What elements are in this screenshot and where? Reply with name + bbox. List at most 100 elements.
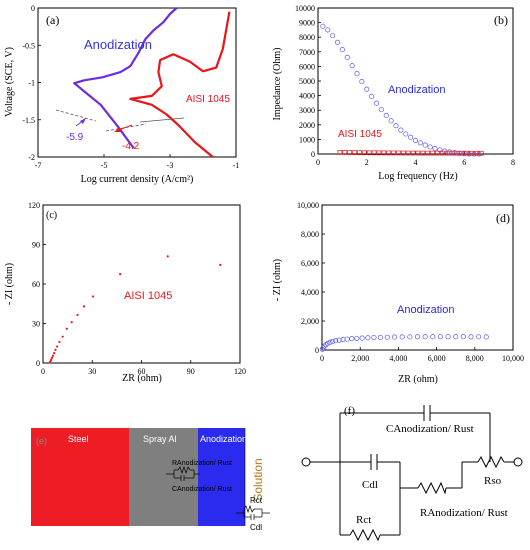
panel-e-label: (e)	[36, 436, 47, 446]
point-anodization	[447, 149, 453, 155]
point-aisi-1045	[82, 305, 86, 308]
point-anodization	[354, 71, 360, 77]
point-anodization	[412, 137, 419, 143]
terminal-left	[301, 457, 311, 467]
x-tick-label: -3	[167, 161, 174, 170]
series-line-anodization	[73, 7, 178, 149]
point-anodization	[466, 151, 472, 157]
tafel-line-steel-2	[139, 117, 185, 123]
point-aisi-1045	[76, 313, 79, 317]
capacitor-cdl	[370, 454, 378, 470]
point-aisi-1045	[50, 358, 53, 361]
y-tick-label: 60	[32, 280, 40, 289]
y-tick-label: 6,000	[301, 259, 319, 268]
point-anodization	[437, 147, 443, 153]
point-anodization	[468, 334, 474, 340]
panel-b-label: (b)	[494, 13, 508, 27]
point-anodization	[384, 334, 390, 340]
label-r-anodization: RAnodization/ Rust	[420, 507, 508, 519]
point-anodization	[349, 336, 355, 342]
y-tick-label: 0	[36, 359, 40, 368]
y-tick-label: 90	[32, 241, 40, 250]
y-tick-label: 1000	[299, 135, 315, 144]
x-tick-label: 4	[414, 158, 418, 167]
point-aisi-1045	[474, 150, 479, 156]
x-tick-label: 6,000	[428, 354, 446, 363]
point-anodization	[344, 54, 350, 60]
point-anodization	[422, 142, 428, 148]
panel-a-x-title: Log current density (A/cm²)	[81, 174, 194, 185]
panel-f-circuit: (f) CAnodization/ Rust	[301, 405, 523, 542]
panel-c-x-title: ZR (ohm)	[122, 373, 162, 384]
y-tick-label: 10,000	[297, 201, 319, 210]
point-anodization	[339, 47, 345, 53]
panel-a: -7 -5 -3 -1 0 -0.5 -1 -1.5 -2 (a) Anodization AI…	[4, 4, 239, 185]
point-aisi-1045	[366, 150, 372, 156]
layer-anodization-label: Anodization	[200, 434, 247, 444]
y-tick-label: 0	[311, 150, 315, 159]
point-aisi-1045	[219, 263, 222, 267]
point-aisi-1045	[415, 150, 421, 156]
point-aisi-1045	[352, 150, 357, 155]
x-tick-label: 120	[234, 367, 246, 376]
x-tick-label: 0	[320, 354, 324, 363]
y-tick-label: 7000	[299, 48, 315, 57]
point-aisi-1045	[459, 150, 465, 156]
y-tick-label: 10000	[295, 4, 315, 13]
y-tick-label: -1.5	[22, 116, 35, 125]
point-aisi-1045	[61, 335, 64, 338]
point-anodization	[359, 335, 365, 341]
x-tick-label: 10,000	[502, 354, 524, 363]
panel-c-y-title: - ZI (ohm)	[4, 263, 15, 305]
x-tick-label: 4,000	[389, 354, 407, 363]
point-anodization	[330, 338, 336, 344]
y-tick-label: 4,000	[301, 288, 319, 297]
solution-label: Solution	[251, 458, 265, 501]
point-anodization	[377, 334, 383, 340]
point-anodization	[445, 334, 451, 340]
panel-b-note-aisi: AISI 1045	[338, 129, 382, 140]
y-tick-label: 8000	[299, 33, 315, 42]
point-aisi-1045	[166, 255, 169, 258]
point-anodization	[383, 112, 389, 119]
point-anodization	[378, 107, 384, 113]
y-tick-label: -2	[28, 153, 35, 162]
point-anodization	[320, 23, 326, 29]
point-aisi-1045	[405, 150, 411, 156]
panel-a-label: (a)	[46, 13, 59, 27]
point-anodization	[476, 334, 482, 340]
panel-b-y-title: Impedance (Ohm)	[272, 47, 283, 120]
point-aisi-1045	[51, 354, 55, 357]
point-anodization	[321, 343, 327, 349]
point-aisi-1045	[425, 150, 431, 156]
panel-d-frame	[321, 204, 514, 351]
x-tick-label: 6	[462, 158, 466, 167]
resistor-rso	[477, 455, 505, 469]
point-anodization	[369, 93, 375, 99]
point-aisi-1045	[386, 150, 392, 156]
layer-steel-label: Steel	[68, 434, 89, 444]
point-anodization	[398, 127, 404, 133]
panel-b-note-anodization: Anodization	[388, 84, 446, 96]
point-aisi-1045	[469, 150, 474, 156]
y-tick-label: 30	[32, 320, 40, 329]
point-anodization	[333, 338, 339, 344]
panel-d-note-anodization: Anodization	[397, 304, 455, 316]
point-anodization	[403, 131, 409, 137]
y-tick-label: 2,000	[301, 317, 319, 326]
point-anodization	[414, 334, 421, 340]
point-anodization	[330, 33, 336, 39]
x-tick-label: 8,000	[466, 354, 484, 363]
label-cdl: Cdl	[362, 479, 378, 491]
point-anodization	[456, 150, 462, 156]
y-tick-label: 3000	[299, 106, 315, 115]
point-aisi-1045	[337, 150, 343, 155]
point-anodization	[427, 144, 433, 150]
point-aisi-1045	[430, 150, 435, 156]
point-anodization	[365, 335, 371, 341]
point-aisi-1045	[478, 150, 484, 156]
terminal-right	[513, 457, 523, 467]
x-tick-label: -5	[101, 161, 108, 170]
point-aisi-1045	[357, 150, 362, 156]
label-c-anodization: CAnodization/ Rust	[386, 423, 474, 435]
